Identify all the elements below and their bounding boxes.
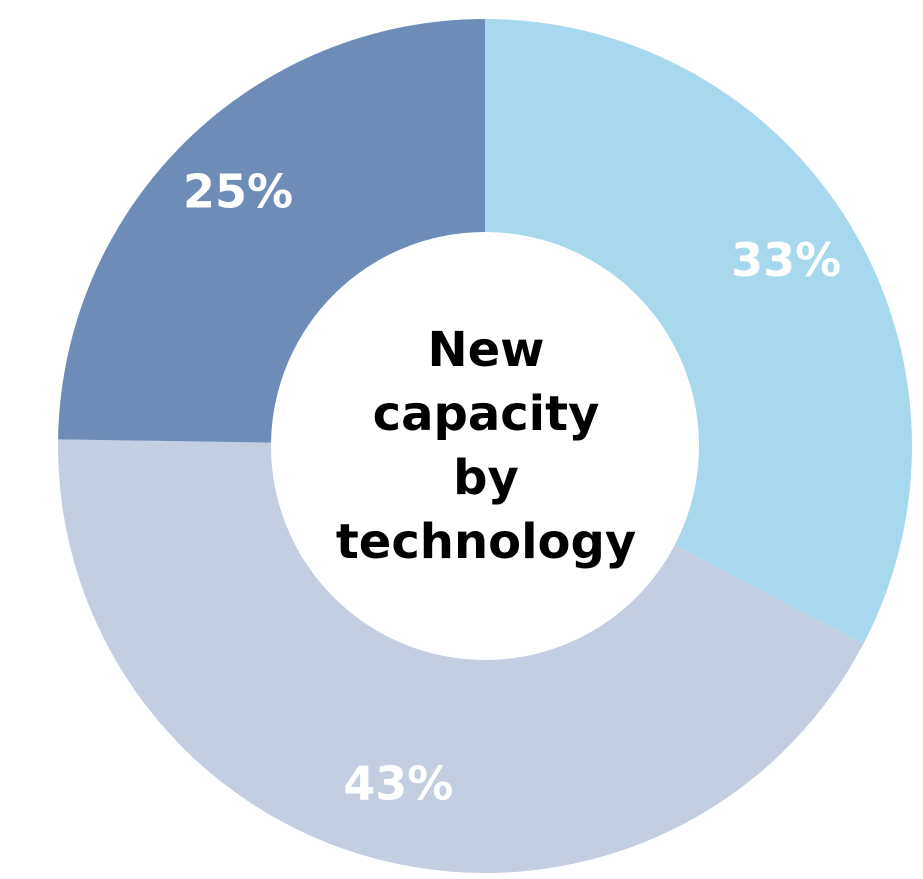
slice-labels: 33% 43% 25% [183,165,841,811]
center-title: New capacity by technology [310,318,662,574]
slice-label-1: 33% [731,233,841,287]
slice-3 [58,19,486,443]
center-title-line-2: capacity [372,386,600,442]
center-title-line-4: technology [335,514,637,570]
slice-label-3: 25% [183,165,293,219]
slice-2 [57,439,864,873]
slice-label-2: 43% [343,757,453,811]
center-title-line-1: New [427,322,545,378]
donut-slices [57,19,912,873]
center-title-line-3: by [453,450,519,506]
slice-1 [485,19,912,644]
